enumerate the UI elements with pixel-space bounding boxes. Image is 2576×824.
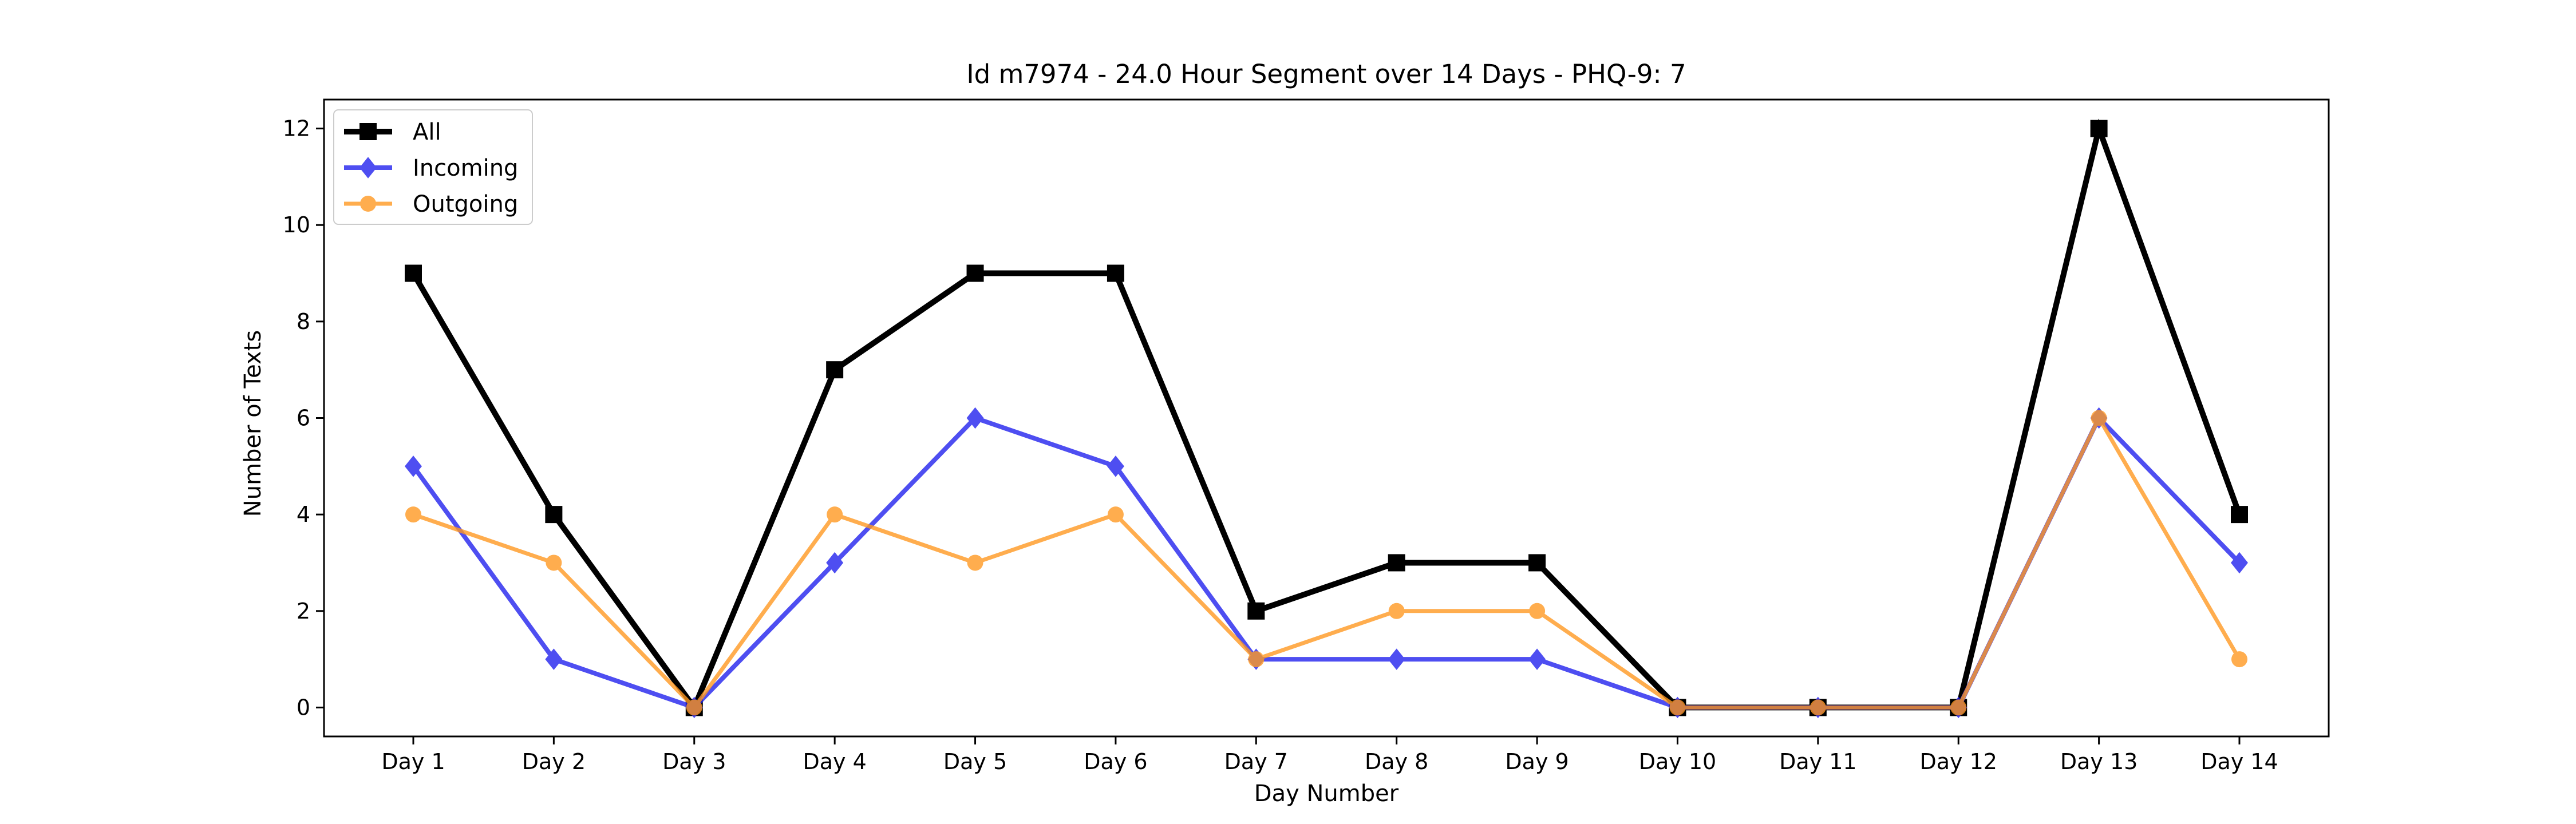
y-tick-label: 4 (297, 502, 310, 527)
x-axis-label: Day Number (1254, 781, 1399, 807)
legend: All Incoming Outgoing (333, 109, 533, 225)
legend-label-outgoing: Outgoing (413, 191, 518, 217)
data-point-incoming (1107, 455, 1124, 477)
x-tick-label: Day 12 (1919, 749, 1997, 774)
data-point-outgoing (827, 506, 843, 523)
x-tick-label: Day 8 (1365, 749, 1428, 774)
y-tick-label: 6 (297, 406, 310, 431)
y-tick-label: 12 (283, 116, 310, 141)
data-point-outgoing (1388, 603, 1405, 619)
legend-label-all: All (413, 119, 441, 145)
x-tick-label: Day 2 (522, 749, 586, 774)
axes: 0 2 4 6 8 10 12 Day 1 Day 2 Day 3 Day 4 Day 5 Day 6 D… (283, 116, 2278, 774)
data-point-outgoing (967, 554, 983, 571)
legend-box (333, 109, 533, 225)
y-tick-label: 8 (297, 309, 310, 334)
data-point-incoming (826, 552, 844, 574)
series-outgoing (405, 410, 2247, 716)
data-point-outgoing (1950, 699, 1967, 716)
data-point-all (405, 264, 422, 282)
x-tick-label: Day 5 (943, 749, 1007, 774)
data-point-all (1247, 602, 1265, 620)
data-point-all (1107, 264, 1124, 282)
series-all (405, 118, 2248, 716)
x-tick-label: Day 7 (1224, 749, 1288, 774)
data-point-incoming (966, 407, 984, 429)
data-point-incoming (1528, 648, 1546, 670)
data-point-all (826, 361, 844, 379)
y-tick-label: 2 (297, 599, 310, 624)
y-tick-label: 0 (297, 695, 310, 720)
x-tick-label: Day 11 (1779, 749, 1856, 774)
data-point-all (545, 506, 563, 524)
series-line-all (410, 118, 2242, 714)
x-tick-label: Day 14 (2200, 749, 2278, 774)
x-tick-label: Day 1 (381, 749, 445, 774)
data-point-all (2090, 120, 2108, 137)
legend-marker-incoming (359, 157, 377, 179)
data-point-outgoing (686, 699, 702, 716)
data-point-all (966, 264, 984, 282)
y-tick-label: 10 (283, 212, 310, 237)
series-line-incoming (411, 414, 2241, 711)
data-point-outgoing (1669, 699, 1686, 716)
data-point-incoming (2231, 552, 2248, 574)
x-tick-label: Day 13 (2060, 749, 2138, 774)
x-tick-label: Day 10 (1639, 749, 1716, 774)
data-point-incoming (545, 648, 563, 670)
data-point-all (2231, 506, 2248, 524)
legend-marker-all (359, 123, 377, 140)
data-point-outgoing (405, 506, 421, 523)
data-point-outgoing (2091, 410, 2107, 426)
x-tick-label: Day 3 (662, 749, 726, 774)
legend-item-incoming (344, 157, 392, 179)
data-point-outgoing (1248, 651, 1265, 668)
data-point-incoming (405, 455, 422, 477)
data-point-all (1388, 554, 1405, 572)
series-incoming (405, 407, 2248, 719)
x-tick-label: Day 6 (1084, 749, 1147, 774)
legend-marker-outgoing (360, 196, 376, 212)
data-point-outgoing (1107, 506, 1124, 523)
legend-item-all (344, 123, 392, 140)
legend-label-incoming: Incoming (413, 155, 518, 181)
plot-area (405, 118, 2248, 719)
data-point-incoming (1388, 648, 1405, 670)
data-point-all (1528, 554, 1546, 572)
series-line-outgoing (412, 414, 2242, 711)
x-tick-label: Day 4 (803, 749, 867, 774)
data-point-outgoing (1809, 699, 1826, 716)
data-point-outgoing (2231, 651, 2247, 668)
x-tick-label: Day 9 (1505, 749, 1568, 774)
chart-title: Id m7974 - 24.0 Hour Segment over 14 Day… (966, 59, 1686, 89)
data-point-outgoing (1529, 603, 1546, 619)
y-axis-label: Number of Texts (240, 330, 266, 517)
data-point-outgoing (546, 554, 562, 571)
legend-item-outgoing (344, 196, 392, 212)
